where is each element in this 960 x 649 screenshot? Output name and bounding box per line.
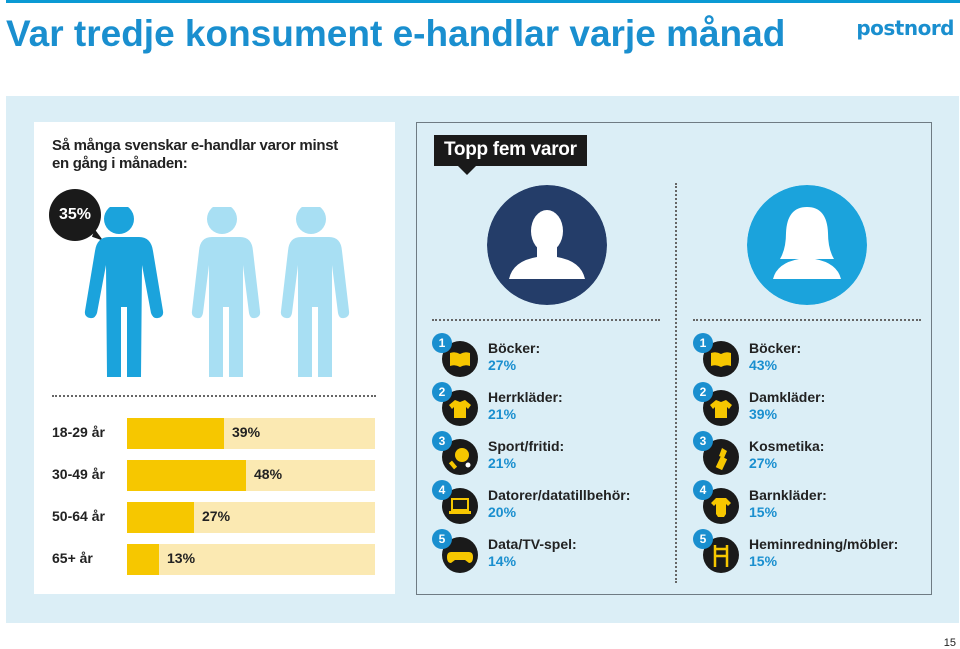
item-percent: 43% [749,357,778,373]
age-group-label: 65+ år [52,550,93,566]
rank-number-badge: 4 [432,480,452,500]
man-avatar-icon [487,185,607,305]
person-icon [191,207,261,377]
infographic: Så många svenskar e-handlar varor minst … [6,96,959,623]
top-item: 3 Sport/fritid: 21% [432,431,672,482]
age-bar-fill [127,502,194,533]
person-icon [280,207,350,377]
baby-bodysuit-icon [703,488,739,524]
top-item: 4 Datorer/datatillbehör: 20% [432,480,672,531]
monthly-shoppers-heading: Så många svenskar e-handlar varor minst … [52,137,338,172]
age-group-row: 65+ år 13% [52,544,377,575]
top-item: 1 Böcker: 27% [432,333,672,384]
women-divider [693,319,921,321]
person-highlighted-icon [84,207,164,377]
rank-number-badge: 5 [693,529,713,549]
rank-number-badge: 5 [432,529,452,549]
men-divider [432,319,660,321]
item-name: Heminredning/möbler: [749,536,899,552]
rank-number-badge: 2 [693,382,713,402]
item-percent: 14% [488,553,517,569]
women-top-five-list: 1 Böcker: 43% 2 Damkläder: 39% 3 Kosmetika: 27% 4… [693,333,933,580]
item-name: Herrkläder: [488,389,563,405]
age-bar-fill [127,544,159,575]
age-bar-track: 48% [127,460,375,491]
age-bar-fill [127,418,224,449]
item-name: Böcker: [749,340,802,356]
age-group-bars: 18-29 år 39% 30-49 år 48% 50-64 år 27% 65+ år 1… [52,418,377,586]
age-bar-track: 27% [127,502,375,533]
age-group-row: 30-49 år 48% [52,460,377,491]
item-percent: 15% [749,553,778,569]
top-five-heading: Topp fem varor [434,135,587,175]
item-percent: 15% [749,504,778,520]
age-bar-fill [127,460,246,491]
age-group-row: 50-64 år 27% [52,502,377,533]
page-number: 15 [943,637,956,649]
top-five-panel: Topp fem varor 1 Böcker: 27% 2 Herrkläder: 21… [416,122,932,595]
item-percent: 21% [488,455,517,471]
rank-number-badge: 3 [432,431,452,451]
total-percent-bubble: 35% [49,189,101,241]
top-item: 5 Data/TV-spel: 14% [432,529,672,580]
book-icon [703,341,739,377]
people-figures [84,207,350,377]
item-name: Sport/fritid: [488,438,565,454]
item-percent: 39% [749,406,778,422]
top-item: 5 Heminredning/möbler: 15% [693,529,933,580]
age-bar-track: 39% [127,418,375,449]
item-name: Data/TV-spel: [488,536,577,552]
monthly-shoppers-panel: Så många svenskar e-handlar varor minst … [34,122,395,594]
age-bar-value: 48% [254,466,283,482]
age-group-label: 30-49 år [52,466,105,482]
item-percent: 20% [488,504,517,520]
woman-avatar-icon [747,185,867,305]
item-percent: 21% [488,406,517,422]
slide-title: Var tredje konsument e-handlar varje mån… [6,13,786,54]
rank-number-badge: 1 [693,333,713,353]
rank-number-badge: 4 [693,480,713,500]
item-name: Datorer/datatillbehör: [488,487,631,503]
rank-number-badge: 3 [693,431,713,451]
item-name: Böcker: [488,340,541,356]
postnord-logo: postnord [856,16,954,40]
rank-number-badge: 1 [432,333,452,353]
age-bar-value: 27% [202,508,231,524]
age-bar-value: 39% [232,424,261,440]
top-item: 3 Kosmetika: 27% [693,431,933,482]
top-item: 1 Böcker: 43% [693,333,933,384]
top-item: 2 Herrkläder: 21% [432,382,672,433]
item-name: Damkläder: [749,389,826,405]
age-group-label: 50-64 år [52,508,105,524]
item-name: Kosmetika: [749,438,825,454]
item-percent: 27% [488,357,517,373]
top-accent-line [6,0,960,3]
book-icon [442,341,478,377]
left-divider [52,395,376,397]
total-percent: 35% [58,206,92,223]
item-name: Barnkläder: [749,487,827,503]
age-group-row: 18-29 år 39% [52,418,377,449]
top-item: 2 Damkläder: 39% [693,382,933,433]
top-item: 4 Barnkläder: 15% [693,480,933,531]
rank-number-badge: 2 [432,382,452,402]
age-bar-value: 13% [167,550,196,566]
age-group-label: 18-29 år [52,424,105,440]
men-top-five-list: 1 Böcker: 27% 2 Herrkläder: 21% 3 Sport/fritid:… [432,333,672,580]
item-percent: 27% [749,455,778,471]
age-bar-track: 13% [127,544,375,575]
column-divider [675,183,677,583]
